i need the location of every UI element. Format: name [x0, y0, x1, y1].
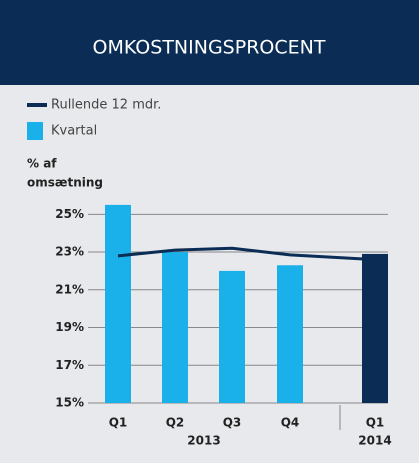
y-axis-label: % af [27, 157, 57, 171]
y-tick-label: 19% [55, 320, 84, 334]
bar [162, 252, 188, 403]
legend-label: Kvartal [51, 124, 97, 139]
legend-line [27, 103, 47, 107]
bar [219, 270, 245, 403]
x-tick-label: Q4 [281, 416, 300, 430]
x-tick-label: Q1 [109, 416, 128, 430]
y-tick-label: 17% [55, 358, 84, 372]
bar [362, 253, 388, 403]
legend-swatch [27, 122, 43, 140]
y-tick-label: 23% [55, 245, 84, 259]
line [117, 246, 376, 262]
x-tick-label: Q1 [366, 416, 385, 430]
bar [105, 204, 131, 403]
x-tick-label: Q2 [166, 416, 185, 430]
chart-title: OMKOSTNINGSPROCENT [93, 37, 326, 59]
bar [277, 265, 303, 403]
header [0, 0, 419, 85]
y-axis-label: omsætning [27, 176, 103, 190]
group-label: 2014 [358, 434, 391, 448]
y-tick-label: 21% [55, 282, 84, 296]
group-label: 2013 [187, 434, 220, 448]
y-tick-label: 25% [55, 207, 84, 221]
legend-label: Rullende 12 mdr. [51, 98, 161, 113]
y-tick-label: 15% [55, 396, 84, 410]
x-tick-label: Q3 [223, 416, 242, 430]
